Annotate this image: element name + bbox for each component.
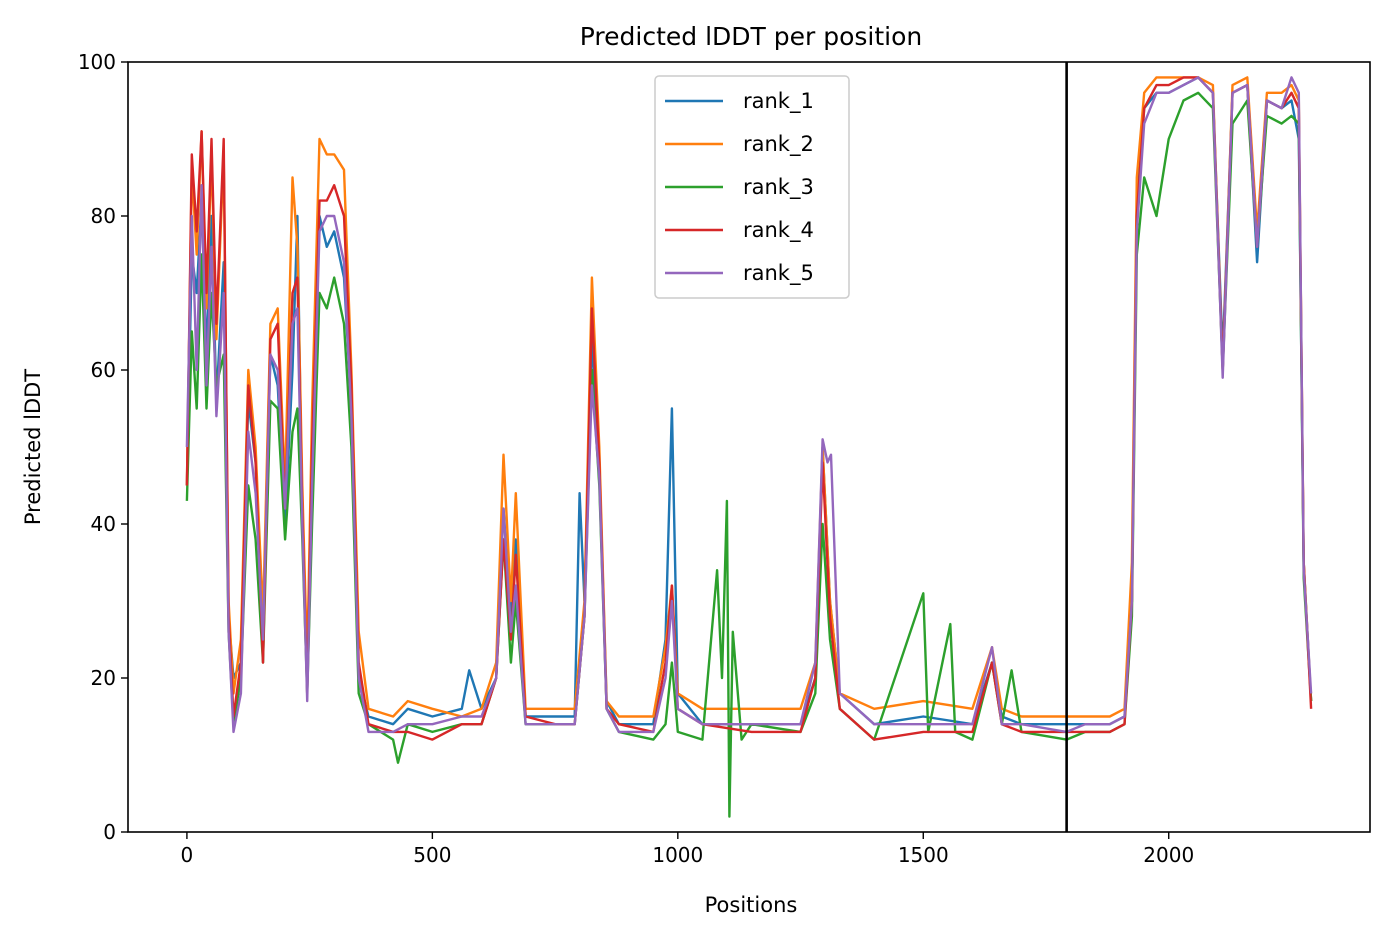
x-axis-label: Positions <box>705 893 798 917</box>
y-axis-label: Predicted lDDT <box>21 369 45 525</box>
x-tick-label: 1000 <box>652 843 703 867</box>
x-tick-label: 500 <box>413 843 451 867</box>
plot-frame <box>127 61 1371 833</box>
x-tick-label: 1500 <box>898 843 949 867</box>
y-tick-label: 100 <box>78 50 116 74</box>
series-line-rank_2 <box>185 76 1313 718</box>
series-line-rank_3 <box>185 91 1313 818</box>
chart-title: Predicted lDDT per position <box>580 22 922 51</box>
y-tick-label: 80 <box>91 204 116 228</box>
series-line-rank_4 <box>185 76 1313 741</box>
y-tick-label: 20 <box>91 666 116 690</box>
legend-label-rank_1: rank_1 <box>743 89 814 114</box>
y-tick-label: 40 <box>91 512 116 536</box>
series-group <box>185 62 1313 832</box>
legend: rank_1 rank_2 rank_3 rank_4 rank_5 <box>654 75 850 299</box>
legend-label-rank_3: rank_3 <box>743 175 814 200</box>
x-tick-label: 2000 <box>1143 843 1194 867</box>
y-axis: 0 20 40 60 80 100 <box>78 50 128 844</box>
y-tick-label: 60 <box>91 358 116 382</box>
y-tick-label: 0 <box>103 820 116 844</box>
x-axis: 0 500 1000 1500 2000 <box>181 832 1194 867</box>
legend-label-rank_4: rank_4 <box>743 218 814 243</box>
x-tick-label: 0 <box>181 843 194 867</box>
series-line-rank_5 <box>185 76 1313 734</box>
legend-box <box>654 75 850 299</box>
legend-label-rank_2: rank_2 <box>743 132 814 157</box>
plot-area <box>185 62 1313 832</box>
legend-label-rank_5: rank_5 <box>743 261 814 286</box>
